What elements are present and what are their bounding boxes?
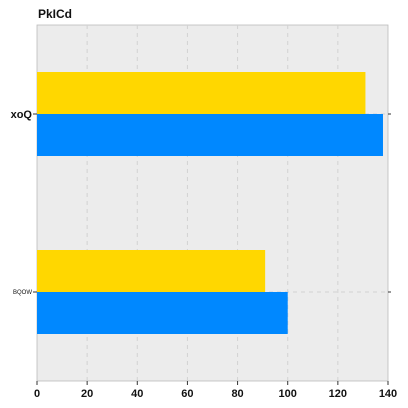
- chart-title: PkICd: [38, 7, 72, 21]
- bar: [37, 292, 288, 334]
- x-tick-label: 20: [81, 388, 93, 400]
- bar: [37, 250, 266, 292]
- y-tick-label: xoQ: [11, 109, 33, 121]
- x-tick-label: 120: [329, 388, 347, 400]
- x-tick-label: 60: [181, 388, 193, 400]
- x-tick-label: 140: [379, 388, 397, 400]
- x-tick-label: 40: [131, 388, 143, 400]
- x-tick-label: 0: [34, 388, 40, 400]
- y-tick-label: BQOW: [13, 290, 32, 296]
- axes: 0 20 40 60 80 100 120 140 xoQ BQOW: [11, 109, 398, 400]
- bars: [37, 72, 383, 334]
- bar: [37, 72, 366, 114]
- bar: [37, 114, 383, 156]
- x-tick-label: 100: [279, 388, 297, 400]
- x-tick-label: 80: [231, 388, 243, 400]
